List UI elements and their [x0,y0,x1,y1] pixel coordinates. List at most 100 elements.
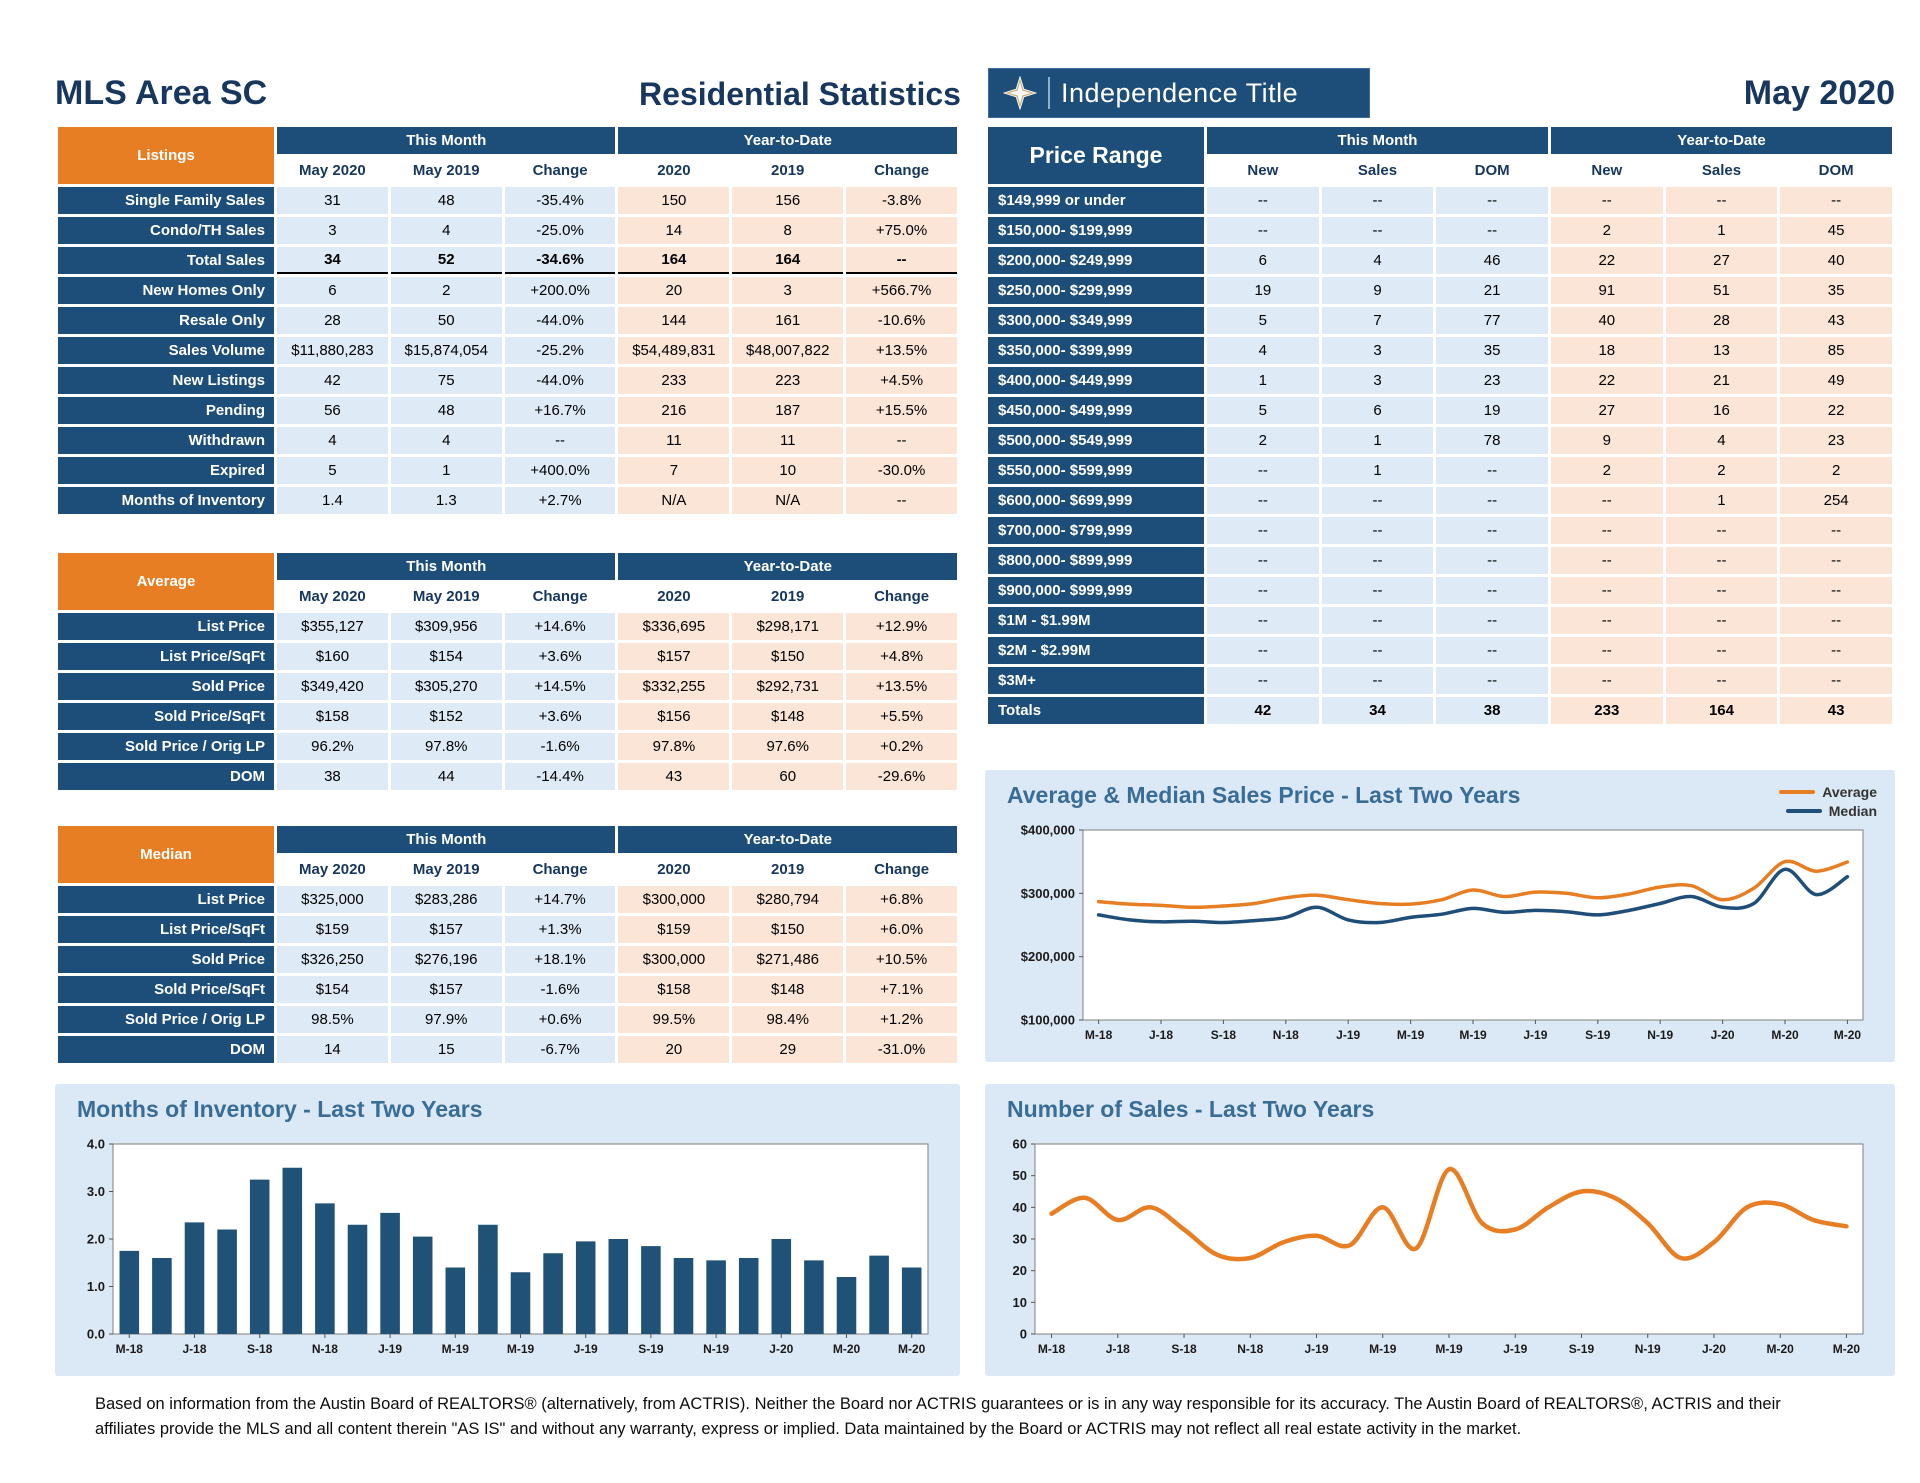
stat-cell: -- [1321,217,1434,244]
table-row: DOM 38 44 -14.4% 43 60 -29.6% [58,763,957,790]
price-range-table: Price Range This Month Year-to-Date New Sale… [985,124,1895,727]
group-header: This Month [1207,127,1548,154]
stat-cell: -- [1207,217,1319,244]
column-header: Sales [1665,157,1778,184]
stat-cell: 51 [1665,277,1778,304]
inventory-bar [901,1267,922,1334]
x-tick-label: J-20 [1702,1342,1726,1356]
table-row: $150,000- $199,999 -- -- -- 2 1 45 [988,217,1892,244]
y-tick-label: 50 [1013,1168,1027,1183]
stat-cell: -- [1207,577,1319,604]
table-row: Sold Price/SqFt $154 $157 -1.6% $158 $148 +7.1… [58,976,957,1003]
stat-cell: -- [1780,667,1892,694]
stat-cell: 48 [390,187,502,214]
stat-cell: 1 [390,457,502,484]
table-row: Sold Price $326,250 $276,196 +18.1% $300,000… [58,946,957,973]
stat-cell: +4.8% [846,643,957,670]
table-row: $149,999 or under -- -- -- -- -- -- [988,187,1892,214]
stat-cell: +15.5% [846,397,957,424]
inventory-bar [315,1203,335,1334]
disclaimer: Based on information from the Austin Boa… [95,1395,1781,1438]
x-tick-label: N-19 [1647,1028,1673,1042]
x-tick-label: J-19 [574,1342,598,1356]
y-tick-label: 3.0 [87,1184,105,1199]
section-label: Average [58,553,274,610]
x-tick-label: M-19 [442,1342,470,1356]
row-label: $149,999 or under [988,187,1204,214]
row-label: Sold Price / Orig LP [58,733,274,760]
x-tick-label: S-19 [1569,1342,1595,1356]
x-tick-label: J-19 [1305,1342,1329,1356]
logo-text: Independence Title [1061,77,1299,108]
stat-cell: 164 [1665,697,1778,724]
stat-cell: $154 [390,643,502,670]
x-tick-label: J-20 [769,1342,793,1356]
table-row: $500,000- $549,999 2 1 78 9 4 23 [988,427,1892,454]
column-header: Change [504,583,616,610]
table-row: $300,000- $349,999 5 7 77 40 28 43 [988,307,1892,334]
inventory-bar [608,1239,629,1334]
stat-cell: 10 [732,457,844,484]
table-row: List Price/SqFt $159 $157 +1.3% $159 $150 +6.0… [58,916,957,943]
legend-label: Median [1828,803,1877,819]
table-row: $900,000- $999,999 -- -- -- -- -- -- [988,577,1892,604]
stat-cell: 1.4 [277,487,388,514]
stat-cell: 50 [390,307,502,334]
stat-cell: +1.2% [846,1006,957,1033]
stat-cell: 42 [277,367,388,394]
stat-cell: -- [1207,487,1319,514]
y-tick-label: 1.0 [87,1279,105,1294]
legend-item-average: Average [1779,784,1877,800]
stat-cell: +4.5% [846,367,957,394]
logo-divider [1048,77,1050,109]
stat-cell: -44.0% [504,367,616,394]
stat-cell: -- [1436,547,1548,574]
table-row: Sold Price / Orig LP 98.5% 97.9% +0.6% 99.5%… [58,1006,957,1033]
column-header: 2020 [618,583,730,610]
stat-cell: -- [1321,667,1434,694]
y-tick-label: 10 [1013,1295,1027,1310]
stat-cell: 98.4% [732,1006,844,1033]
row-label: $2M - $2.99M [988,637,1204,664]
stat-cell: $152 [390,703,502,730]
stat-cell: 144 [618,307,730,334]
stat-cell: 22 [1550,367,1663,394]
inventory-bar [641,1246,661,1334]
stat-cell: -- [1665,607,1778,634]
stat-cell: 1 [1665,217,1778,244]
stat-cell: -10.6% [846,307,957,334]
stat-cell: -- [1665,187,1778,214]
group-header: Year-to-Date [618,127,957,154]
stat-cell: 2 [1665,457,1778,484]
stat-cell: 4 [1207,337,1319,364]
stat-cell: $325,000 [277,886,388,913]
stat-cell: 2 [1550,217,1663,244]
legend-label: Average [1822,784,1877,800]
stat-cell: +3.6% [504,703,616,730]
stat-cell: +7.1% [846,976,957,1003]
row-label: New Listings [58,367,274,394]
stat-cell: 9 [1550,427,1663,454]
average-line [1096,859,1850,910]
stat-cell: 27 [1665,247,1778,274]
stat-cell: 6 [277,277,388,304]
stat-cell: 4 [277,427,388,454]
group-header: Year-to-Date [618,826,957,853]
stat-cell: 1 [1665,487,1778,514]
column-header: 2019 [732,856,844,883]
row-label: $900,000- $999,999 [988,577,1204,604]
column-header: Change [846,856,957,883]
stat-cell: -- [846,487,957,514]
stat-cell: +2.7% [504,487,616,514]
stat-cell: $355,127 [277,613,388,640]
table-row: Expired 5 1 +400.0% 7 10 -30.0% [58,457,957,484]
stat-cell: 2 [1780,457,1892,484]
stat-cell: -- [1436,487,1548,514]
stat-cell: 56 [277,397,388,424]
stat-cell: -- [1780,187,1892,214]
x-tick-label: S-18 [247,1342,273,1356]
stat-cell: -- [1321,607,1434,634]
inventory-chart-plot: 0.0 1.0 2.0 3.0 4.0 M-18 J-18 S-18 N-18 J-19 M-19 M… [87,1137,929,1356]
inventory-bar [771,1239,792,1334]
stat-cell: 38 [1436,697,1548,724]
